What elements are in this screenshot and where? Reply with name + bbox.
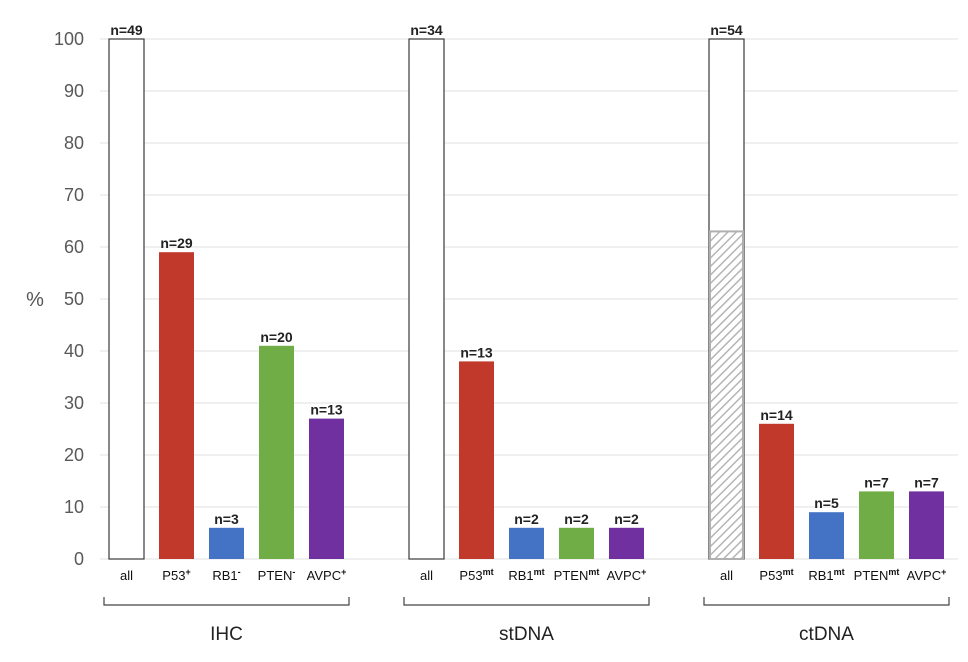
bar-p53 [759,423,794,559]
y-tick-label: 80 [64,133,84,153]
bar-avpc [909,491,944,559]
bar-all [108,38,145,560]
group-label: ctDNA [799,624,854,645]
bar-all-hatched [709,230,744,560]
x-tick-label: AVPC+ [907,567,947,583]
x-tick-label: RB1- [212,567,240,583]
bar-group-stdna: n=34 all n=13 P53mt n=2 RB1mt n=2 PTENmt n=2 AVPC… [403,22,650,645]
n-label: n=20 [260,329,293,345]
x-tick-label: AVPC+ [607,567,647,583]
n-label: n=49 [110,22,143,38]
y-tick-label: 30 [64,393,84,413]
n-label: n=2 [614,511,639,527]
x-tick-label: RB1mt [508,567,544,583]
x-tick-label: all [720,568,733,583]
n-label: n=34 [410,22,443,38]
bar-all [408,38,445,560]
n-label: n=54 [710,22,743,38]
gridlines [100,38,958,560]
bar-avpc [309,418,344,559]
y-tick-label: 100 [54,29,84,49]
y-axis-label: % [26,289,44,311]
bar-rb1 [809,512,844,559]
bar-pten [859,491,894,559]
n-label: n=7 [864,474,889,490]
x-tick-label: PTEN- [258,567,296,583]
bar-pten [259,345,294,559]
bar-group-ihc: n=49 all n=29 P53+ n=3 RB1- n=20 PTEN-n=13 AVPC+… [103,22,350,645]
x-tick-label: AVPC+ [307,567,347,583]
bar-avpc [609,527,644,559]
bars: n=49 all n=29 P53+ n=3 RB1- n=20 PTEN-n=13 AVPC+… [103,22,950,645]
group-bracket [103,597,350,606]
x-tick-label: all [120,568,133,583]
n-label: n=5 [814,495,839,511]
bar-rb1 [209,527,244,559]
n-label: n=13 [460,344,493,360]
y-tick-label: 90 [64,81,84,101]
n-label: n=29 [160,235,193,251]
y-tick-label: 0 [74,549,84,569]
bar-pten [559,527,594,559]
y-axis: 0 10 20 30 40 50 60 70 80 90 100 [54,29,84,569]
n-label: n=2 [514,511,539,527]
bar-rb1 [509,527,544,559]
y-tick-label: 10 [64,497,84,517]
group-bracket [703,597,950,606]
group-bracket [403,597,650,606]
x-tick-label: all [420,568,433,583]
n-label: n=3 [214,511,239,527]
y-tick-label: 40 [64,341,84,361]
x-tick-label: P53+ [162,567,190,583]
x-tick-label: PTENmt [554,567,600,583]
x-tick-label: PTENmt [854,567,900,583]
x-tick-label: RB1mt [808,567,844,583]
n-label: n=2 [564,511,589,527]
bar-p53 [159,252,194,559]
x-tick-label: P53mt [759,567,793,583]
n-label: n=7 [914,474,939,490]
n-label: n=14 [760,407,793,423]
y-tick-label: 60 [64,237,84,257]
group-label: stDNA [499,624,554,645]
x-tick-label: P53mt [459,567,493,583]
n-label: n=13 [310,402,343,418]
bar-group-ctdna: n=54 all n=14 P53mt n=5 RB1mt n=7 PTENmt n=7 AVPC… [703,22,950,645]
group-label: IHC [210,624,243,645]
y-tick-label: 20 [64,445,84,465]
y-tick-label: 50 [64,289,84,309]
bar-p53 [459,361,494,559]
y-tick-label: 70 [64,185,84,205]
